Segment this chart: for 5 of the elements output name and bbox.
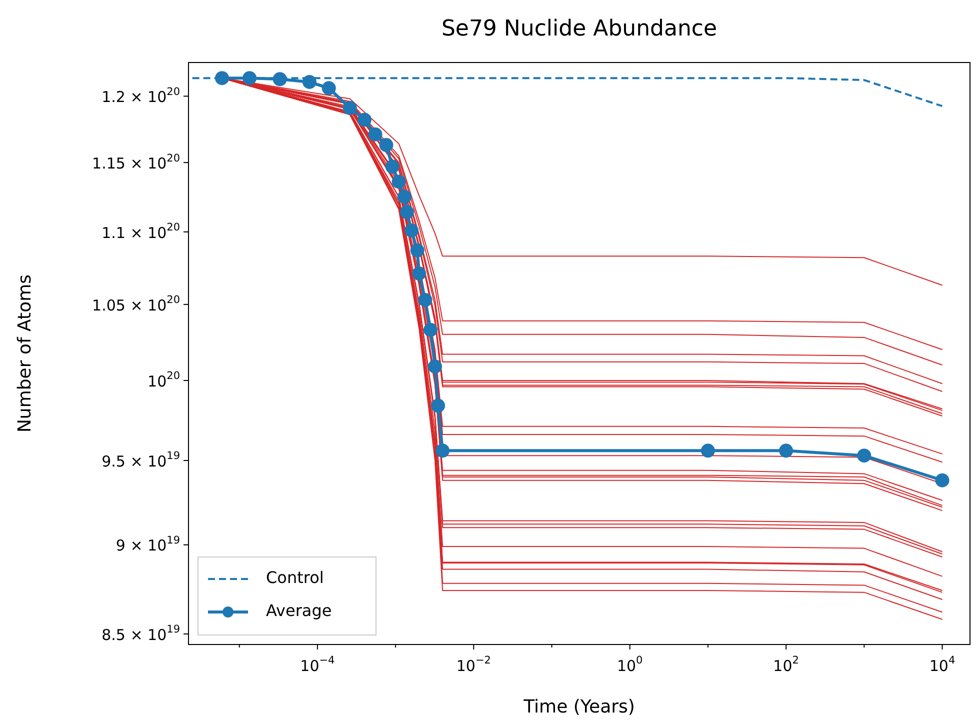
y-axis-title: Number of Atoms bbox=[14, 274, 36, 433]
legend-label: Control bbox=[266, 568, 324, 588]
chart-title: Se79 Nuclide Abundance bbox=[441, 16, 718, 42]
legend-label: Average bbox=[266, 601, 332, 620]
x-axis-title: Time (Years) bbox=[522, 696, 635, 718]
